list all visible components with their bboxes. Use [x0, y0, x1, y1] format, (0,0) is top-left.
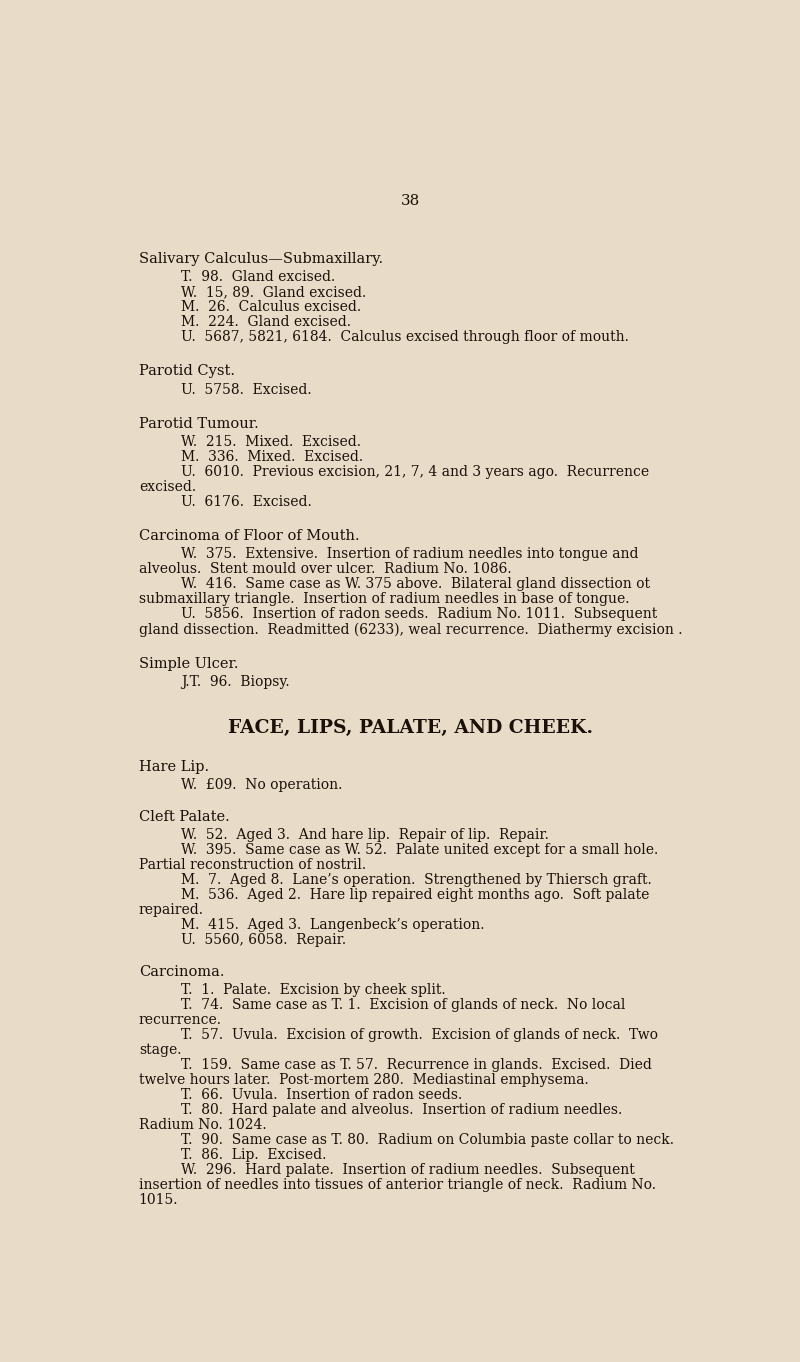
- Text: Parotid Cyst.: Parotid Cyst.: [138, 365, 234, 379]
- Text: W.  £09.  No operation.: W. £09. No operation.: [182, 778, 342, 793]
- Text: Parotid Tumour.: Parotid Tumour.: [138, 417, 258, 430]
- Text: Salivary Calculus—Submaxillary.: Salivary Calculus—Submaxillary.: [138, 252, 383, 266]
- Text: Simple Ulcer.: Simple Ulcer.: [138, 656, 238, 670]
- Text: T.  159.  Same case as T. 57.  Recurrence in glands.  Excised.  Died: T. 159. Same case as T. 57. Recurrence i…: [182, 1058, 652, 1072]
- Text: recurrence.: recurrence.: [138, 1013, 222, 1027]
- Text: M.  415.  Aged 3.  Langenbeck’s operation.: M. 415. Aged 3. Langenbeck’s operation.: [182, 918, 485, 932]
- Text: Carcinoma of Floor of Mouth.: Carcinoma of Floor of Mouth.: [138, 530, 359, 543]
- Text: Cleft Palate.: Cleft Palate.: [138, 810, 230, 824]
- Text: twelve hours later.  Post-mortem 280.  Mediastinal emphysema.: twelve hours later. Post-mortem 280. Med…: [138, 1073, 589, 1087]
- Text: U.  5560, 6058.  Repair.: U. 5560, 6058. Repair.: [182, 933, 346, 947]
- Text: excised.: excised.: [138, 479, 196, 494]
- Text: T.  98.  Gland excised.: T. 98. Gland excised.: [182, 270, 336, 285]
- Text: W.  416.  Same case as W. 375 above.  Bilateral gland dissection ot: W. 416. Same case as W. 375 above. Bilat…: [182, 577, 650, 591]
- Text: M.  336.  Mixed.  Excised.: M. 336. Mixed. Excised.: [182, 449, 363, 464]
- Text: stage.: stage.: [138, 1043, 182, 1057]
- Text: repaired.: repaired.: [138, 903, 204, 917]
- Text: W.  375.  Extensive.  Insertion of radium needles into tongue and: W. 375. Extensive. Insertion of radium n…: [182, 548, 639, 561]
- Text: U.  6176.  Excised.: U. 6176. Excised.: [182, 494, 312, 509]
- Text: alveolus.  Stent mould over ulcer.  Radium No. 1086.: alveolus. Stent mould over ulcer. Radium…: [138, 563, 511, 576]
- Text: T.  80.  Hard palate and alveolus.  Insertion of radium needles.: T. 80. Hard palate and alveolus. Inserti…: [182, 1103, 622, 1117]
- Text: U.  6010.  Previous excision, 21, 7, 4 and 3 years ago.  Recurrence: U. 6010. Previous excision, 21, 7, 4 and…: [182, 464, 650, 479]
- Text: W.  296.  Hard palate.  Insertion of radium needles.  Subsequent: W. 296. Hard palate. Insertion of radium…: [182, 1163, 635, 1177]
- Text: T.  86.  Lip.  Excised.: T. 86. Lip. Excised.: [182, 1148, 326, 1162]
- Text: U.  5758.  Excised.: U. 5758. Excised.: [182, 383, 312, 396]
- Text: gland dissection.  Readmitted (6233), weal recurrence.  Diathermy excision .: gland dissection. Readmitted (6233), wea…: [138, 622, 682, 637]
- Text: J.T.  96.  Biopsy.: J.T. 96. Biopsy.: [182, 674, 290, 689]
- Text: 38: 38: [400, 195, 420, 208]
- Text: 1015.: 1015.: [138, 1193, 178, 1208]
- Text: T.  66.  Uvula.  Insertion of radon seeds.: T. 66. Uvula. Insertion of radon seeds.: [182, 1088, 462, 1102]
- Text: M.  26.  Calculus excised.: M. 26. Calculus excised.: [182, 300, 362, 315]
- Text: submaxillary triangle.  Insertion of radium needles in base of tongue.: submaxillary triangle. Insertion of radi…: [138, 592, 630, 606]
- Text: T.  1.  Palate.  Excision by cheek split.: T. 1. Palate. Excision by cheek split.: [182, 983, 446, 997]
- Text: U.  5856.  Insertion of radon seeds.  Radium No. 1011.  Subsequent: U. 5856. Insertion of radon seeds. Radiu…: [182, 607, 658, 621]
- Text: M.  224.  Gland excised.: M. 224. Gland excised.: [182, 315, 351, 330]
- Text: M.  7.  Aged 8.  Lane’s operation.  Strengthened by Thiersch graft.: M. 7. Aged 8. Lane’s operation. Strength…: [182, 873, 652, 887]
- Text: W.  52.  Aged 3.  And hare lip.  Repair of lip.  Repair.: W. 52. Aged 3. And hare lip. Repair of l…: [182, 828, 550, 842]
- Text: W.  215.  Mixed.  Excised.: W. 215. Mixed. Excised.: [182, 434, 362, 449]
- Text: M.  536.  Aged 2.  Hare lip repaired eight months ago.  Soft palate: M. 536. Aged 2. Hare lip repaired eight …: [182, 888, 650, 902]
- Text: U.  5687, 5821, 6184.  Calculus excised through floor of mouth.: U. 5687, 5821, 6184. Calculus excised th…: [182, 330, 630, 345]
- Text: Partial reconstruction of nostril.: Partial reconstruction of nostril.: [138, 858, 366, 872]
- Text: W.  15, 89.  Gland excised.: W. 15, 89. Gland excised.: [182, 285, 366, 300]
- Text: insertion of needles into tissues of anterior triangle of neck.  Radium No.: insertion of needles into tissues of ant…: [138, 1178, 656, 1193]
- Text: T.  57.  Uvula.  Excision of growth.  Excision of glands of neck.  Two: T. 57. Uvula. Excision of growth. Excisi…: [182, 1028, 658, 1042]
- Text: Radium No. 1024.: Radium No. 1024.: [138, 1118, 266, 1132]
- Text: W.  395.  Same case as W. 52.  Palate united except for a small hole.: W. 395. Same case as W. 52. Palate unite…: [182, 843, 658, 857]
- Text: T.  90.  Same case as T. 80.  Radium on Columbia paste collar to neck.: T. 90. Same case as T. 80. Radium on Col…: [182, 1133, 674, 1147]
- Text: Carcinoma.: Carcinoma.: [138, 966, 224, 979]
- Text: T.  74.  Same case as T. 1.  Excision of glands of neck.  No local: T. 74. Same case as T. 1. Excision of gl…: [182, 998, 626, 1012]
- Text: Hare Lip.: Hare Lip.: [138, 760, 209, 774]
- Text: FACE, LIPS, PALATE, AND CHEEK.: FACE, LIPS, PALATE, AND CHEEK.: [227, 719, 593, 737]
